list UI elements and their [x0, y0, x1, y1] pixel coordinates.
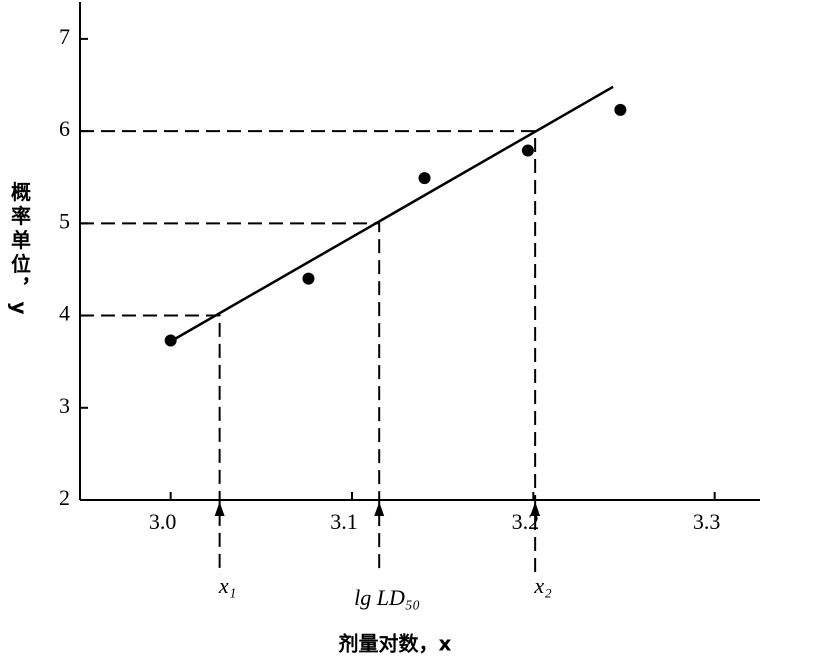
- reference-line: [80, 130, 537, 575]
- x-tick-label: 3.1: [330, 509, 358, 534]
- reference-arrow: [374, 502, 385, 516]
- data-point: [418, 172, 431, 185]
- y-tick-label: 4: [59, 301, 70, 326]
- y-tick-label: 2: [59, 485, 70, 510]
- y-axis-label: 概率单位，y: [8, 181, 32, 318]
- reference-label: lg LD₅₀: [354, 585, 420, 610]
- data-point: [164, 334, 177, 347]
- y-tick-label: 3: [59, 393, 70, 418]
- y-tick-label: 5: [59, 208, 70, 233]
- fit-line: [170, 85, 614, 343]
- data-point: [302, 272, 315, 285]
- y-tick-label: 7: [59, 24, 70, 49]
- reference-label: x₁: [218, 573, 236, 598]
- data-point: [614, 103, 627, 116]
- reference-line: [80, 222, 381, 575]
- reference-line: [80, 314, 221, 575]
- x-tick-label: 3.0: [149, 509, 177, 534]
- x-axis-label: 剂量对数，x: [339, 632, 452, 656]
- reference-arrow: [530, 502, 541, 516]
- x-tick-label: 3.3: [693, 509, 721, 534]
- reference-label: x₂: [533, 573, 552, 598]
- data-point: [521, 144, 534, 157]
- reference-arrow: [214, 502, 225, 516]
- y-tick-label: 6: [59, 116, 70, 141]
